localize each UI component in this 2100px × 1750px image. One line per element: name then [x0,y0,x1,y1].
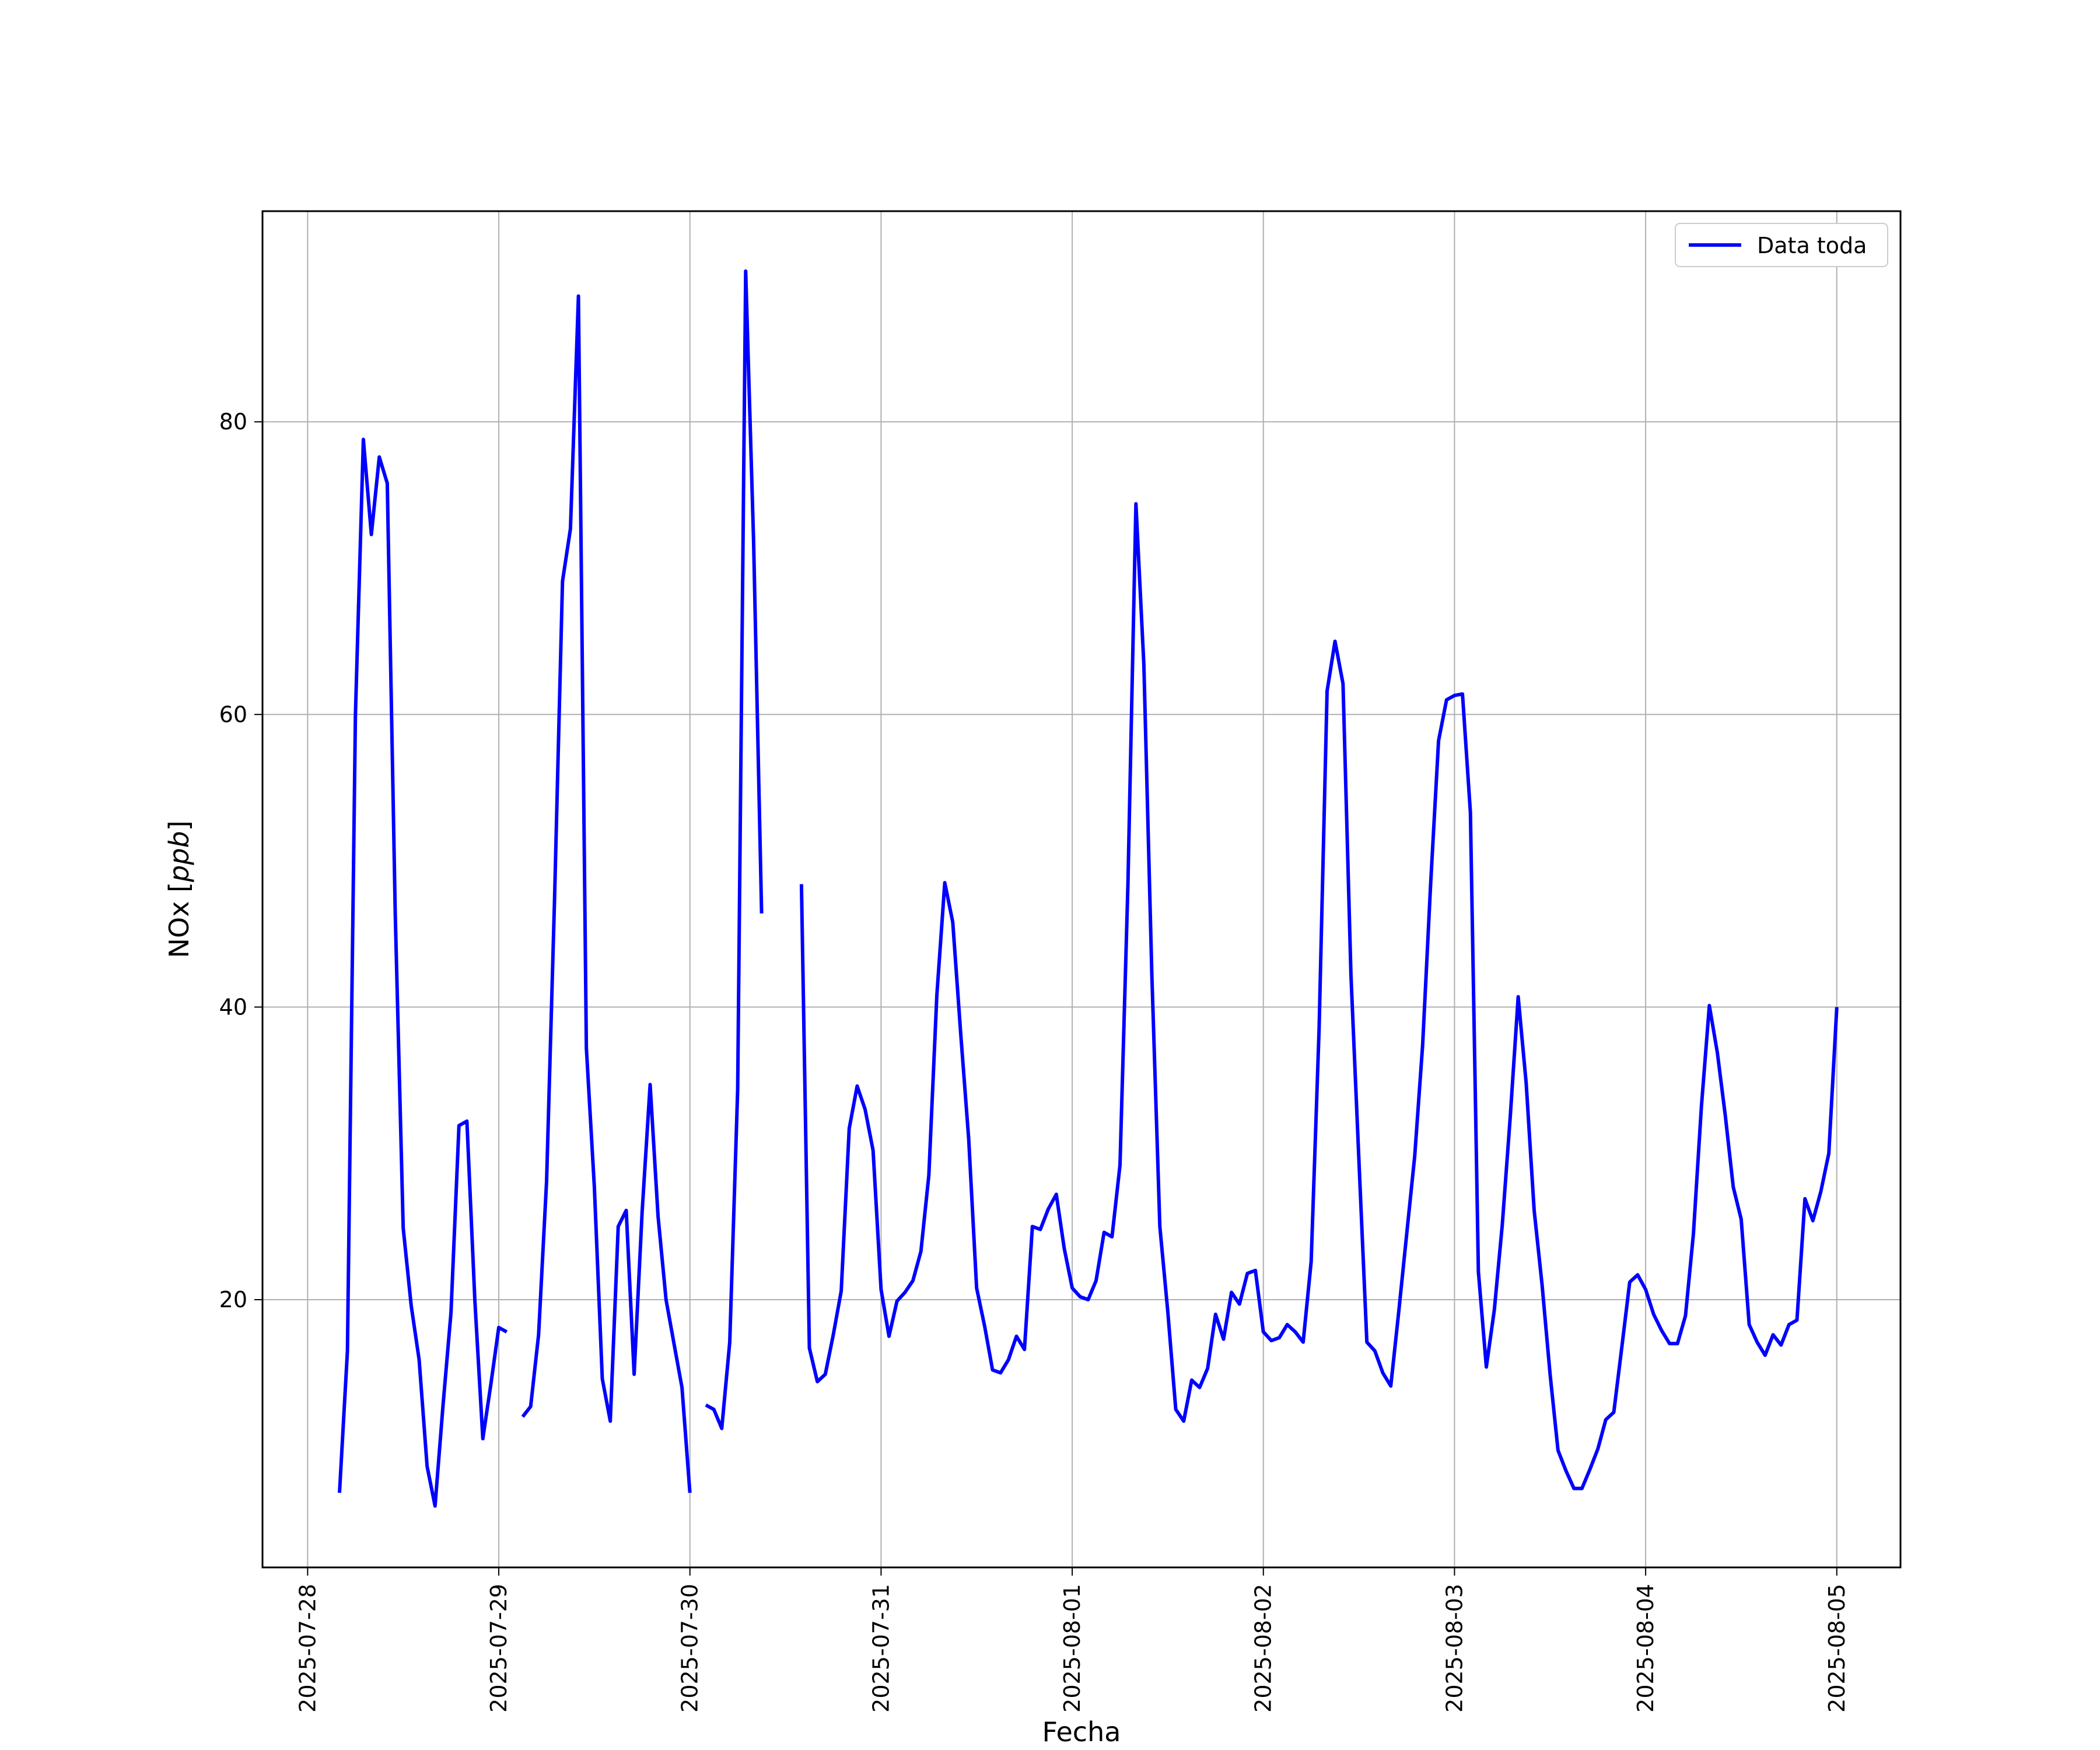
y-tick-label: 40 [219,994,247,1020]
x-tick-label: 2025-08-04 [1633,1584,1658,1713]
x-tick-label: 2025-08-01 [1059,1584,1085,1713]
legend: Data toda [1675,223,1888,267]
y-tick-label: 60 [219,702,247,727]
y-tick-label: 80 [219,409,247,435]
x-axis-label: Fecha [1042,1716,1121,1748]
x-tick-label: 2025-08-05 [1824,1584,1850,1713]
legend-label: Data toda [1757,233,1867,258]
x-tick-label: 2025-07-31 [868,1584,894,1713]
series-line-segment [799,502,1839,1490]
x-tick-label: 2025-08-03 [1441,1584,1467,1713]
x-tick-label: 2025-08-02 [1251,1584,1276,1713]
y-axis-label: NOx [ppb] [163,821,195,958]
y-tick-label: 20 [219,1287,247,1312]
series-line-segment [338,438,508,1508]
y-axis-label-suffix: ] [163,821,195,831]
x-axis-ticks: 2025-07-28 2025-07-29 2025-07-30 2025-07-31… [295,1567,1850,1713]
y-axis-ticks: 20 40 60 80 [219,409,262,1312]
plot-frame [261,210,1902,1569]
y-axis-label-prefix: NOx [ [163,882,195,958]
x-tick-label: 2025-07-28 [295,1584,320,1713]
legend-box [1675,223,1888,267]
series-line-segment [705,269,764,1430]
series-lines [338,269,1839,1508]
y-axis-label-unit: ppb [163,831,195,883]
x-tick-label: 2025-07-29 [486,1584,512,1713]
series-line-segment [521,294,692,1493]
x-tick-label: 2025-07-30 [677,1584,703,1713]
